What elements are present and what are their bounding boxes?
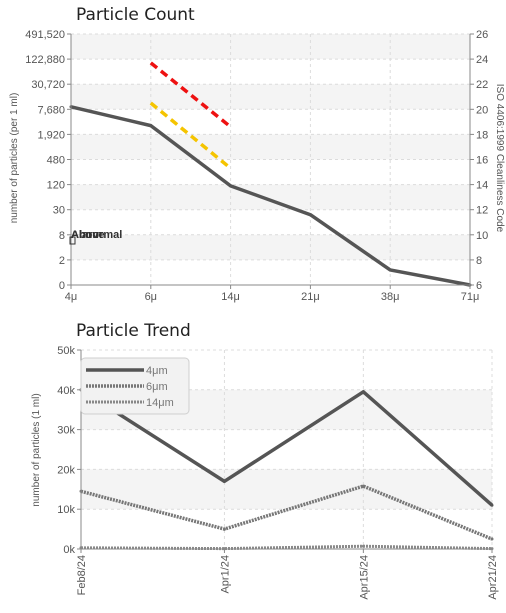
y-tick-label: 1,920	[37, 129, 65, 141]
x-tick-label: 14μ	[221, 291, 240, 303]
band	[71, 34, 470, 60]
annotation-group: Alarm Above Abnormal	[69, 229, 122, 245]
y2-axis-label: ISO 4406:1999 Cleanliness Code	[494, 84, 505, 233]
legend: 4μm 6μm 14μm	[80, 357, 190, 415]
y2-tick-label: 24	[476, 54, 488, 66]
data-point	[222, 479, 226, 483]
particle-trend-chart: Particle Trend 0k 10k 20k 30k 40k 50k Feb8/24 A…	[31, 321, 499, 600]
particle-count-chart: Particle Count 0 2 8 30 120 480 1,920 7,680 30,7…	[9, 5, 505, 303]
y2-tick-label: 6	[476, 280, 482, 292]
y-tick-label: 30	[53, 205, 65, 217]
series-line-6um	[80, 484, 493, 541]
y-tick-label: 480	[47, 155, 65, 167]
data-point	[229, 184, 233, 188]
y-tick-label: 30k	[57, 425, 75, 437]
x-tick-label: 71μ	[461, 291, 480, 303]
y2-tick-label: 12	[476, 205, 488, 217]
annotation-abnormal: Abnormal	[71, 229, 122, 241]
annotation-alarm: Alarm	[71, 229, 102, 241]
x-tick-label: Feb8/24	[76, 555, 88, 595]
series-line-abnormal	[149, 101, 232, 170]
y2-tick-label: 8	[476, 255, 482, 267]
y-tick-label: 8	[59, 230, 65, 242]
x-tick-label: 4μ	[65, 291, 77, 303]
axes: 0k 10k 20k 30k 40k 50k Feb8/24 Apr1/24 Apr15/24 A…	[57, 345, 499, 600]
y-tick-label: 50k	[57, 345, 75, 357]
y-tick-label: 20k	[57, 464, 75, 476]
annotation-above: Above	[71, 229, 105, 241]
y2-tick-label: 10	[476, 230, 488, 242]
x-tick-label: 6μ	[145, 291, 157, 303]
data-point	[388, 268, 392, 272]
series-line-14um	[80, 544, 493, 551]
x-tick-label: 38μ	[381, 291, 400, 303]
y2-tick-label: 20	[476, 104, 488, 116]
y-tick-label: 0k	[63, 544, 75, 556]
x-tick-label: Apr1/24	[219, 555, 231, 594]
y-tick-label: 7,680	[37, 104, 65, 116]
y2-tick-label: 16	[476, 155, 488, 167]
axes: 0 2 8 30 120 480 1,920 7,680 30,720 122,880 491,52…	[25, 29, 488, 303]
data-point	[361, 390, 365, 394]
y-tick-label: 30,720	[31, 79, 65, 91]
band	[81, 469, 492, 510]
y-axis-label: number of particles (1 ml)	[31, 393, 42, 506]
y2-tick-label: 18	[476, 129, 488, 141]
legend-label-14um: 14μm	[146, 397, 174, 409]
y2-tick-label: 14	[476, 180, 488, 192]
band	[71, 184, 470, 210]
data-point	[222, 527, 226, 531]
y2-tick-label: 22	[476, 79, 488, 91]
legend-label-6um: 6μm	[146, 381, 168, 393]
data-point	[361, 484, 365, 488]
data-point	[490, 503, 494, 507]
chart-title: Particle Count	[76, 5, 195, 25]
data-point	[490, 537, 494, 541]
series-line-4um	[80, 388, 494, 507]
y-tick-label: 10k	[57, 504, 75, 516]
data-point	[361, 544, 365, 548]
x-tick-label: Apr21/24	[487, 555, 499, 600]
gridlines	[71, 33, 470, 285]
y-tick-label: 2	[59, 255, 65, 267]
y-tick-label: 491,520	[25, 29, 65, 41]
bands	[71, 34, 470, 260]
y-tick-label: 40k	[57, 385, 75, 397]
data-point	[308, 213, 312, 217]
annotation-marker	[69, 236, 76, 245]
x-tick-label: 21μ	[301, 291, 320, 303]
data-point	[149, 124, 153, 128]
y2-tick-label: 26	[476, 29, 488, 41]
chart-title: Particle Trend	[76, 321, 191, 341]
x-tick-label: Apr15/24	[358, 555, 370, 600]
y-tick-label: 122,880	[25, 54, 65, 66]
y-axis-label: number of particles (per 1 ml)	[9, 93, 20, 224]
band	[71, 84, 470, 110]
band	[71, 234, 470, 260]
band	[71, 134, 470, 160]
y-tick-label: 0	[59, 280, 65, 292]
series-line-alarm	[149, 61, 232, 129]
legend-label-4um: 4μm	[146, 365, 168, 377]
y-tick-label: 120	[47, 180, 65, 192]
series-line-particle-count	[70, 105, 471, 287]
